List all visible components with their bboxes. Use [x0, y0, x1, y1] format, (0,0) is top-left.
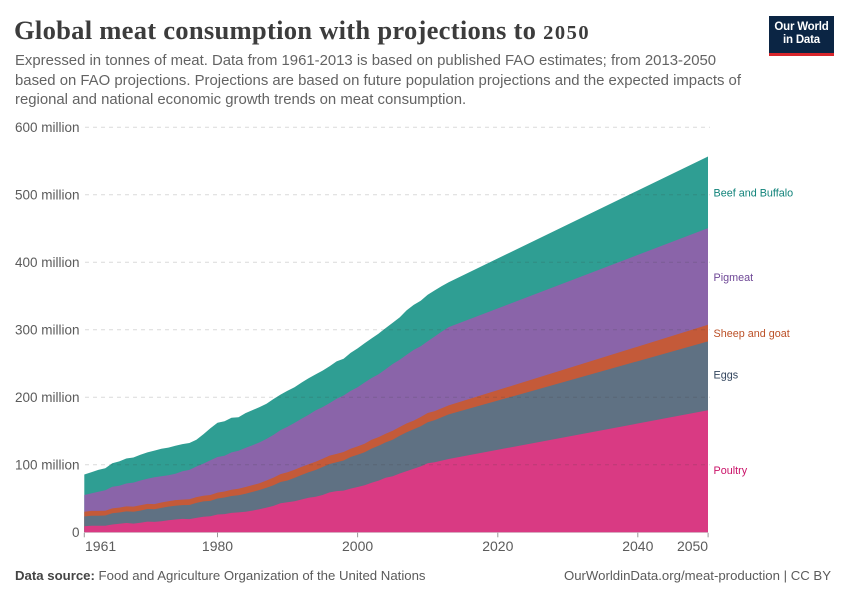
svg-text:2020: 2020 — [482, 538, 513, 554]
svg-text:Poultry: Poultry — [714, 465, 748, 477]
svg-text:1980: 1980 — [202, 538, 233, 554]
svg-text:2050: 2050 — [677, 538, 708, 554]
svg-text:2000: 2000 — [342, 538, 373, 554]
svg-text:2040: 2040 — [622, 538, 653, 554]
svg-text:0: 0 — [72, 525, 80, 540]
svg-text:400 million: 400 million — [15, 255, 80, 270]
svg-text:Beef and Buffalo: Beef and Buffalo — [714, 188, 794, 200]
svg-text:600 million: 600 million — [15, 120, 80, 135]
svg-text:500 million: 500 million — [15, 187, 80, 202]
svg-text:300 million: 300 million — [15, 322, 80, 337]
svg-text:Sheep and goat: Sheep and goat — [714, 328, 790, 340]
svg-text:Pigmeat: Pigmeat — [714, 272, 754, 284]
svg-text:100 million: 100 million — [15, 457, 80, 472]
svg-text:Eggs: Eggs — [714, 370, 739, 382]
svg-text:1961: 1961 — [85, 538, 116, 554]
svg-text:200 million: 200 million — [15, 390, 80, 405]
